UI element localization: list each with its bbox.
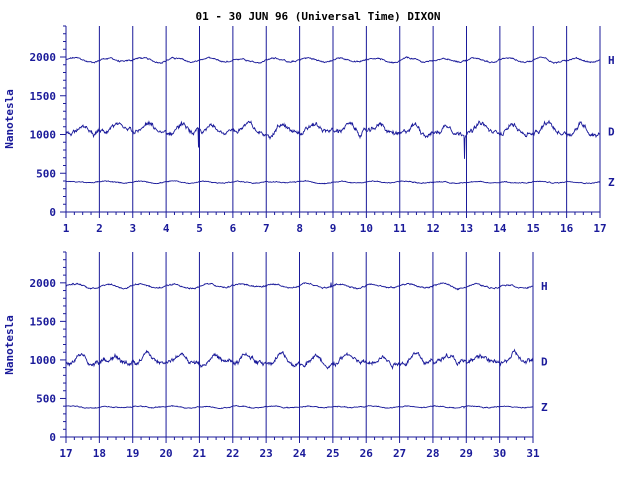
series-label-d: D bbox=[541, 355, 548, 368]
y-tick-label: 0 bbox=[49, 206, 56, 219]
series-line-d bbox=[65, 119, 601, 159]
x-tick-label: 17 bbox=[593, 222, 606, 235]
x-tick-label: 4 bbox=[163, 222, 170, 235]
series-line-h bbox=[65, 56, 601, 64]
x-tick-label: 5 bbox=[196, 222, 203, 235]
series-line-z bbox=[65, 405, 534, 410]
x-tick-label: 11 bbox=[393, 222, 407, 235]
x-tick-label: 21 bbox=[193, 447, 207, 460]
y-tick-label: 0 bbox=[49, 431, 56, 444]
series-label-d: D bbox=[608, 125, 615, 138]
series-label-z: Z bbox=[541, 401, 548, 414]
x-tick-label: 19 bbox=[126, 447, 139, 460]
x-tick-label: 1 bbox=[63, 222, 70, 235]
x-tick-label: 8 bbox=[296, 222, 303, 235]
x-tick-label: 24 bbox=[293, 447, 307, 460]
bottom-panel: 0 500 1000 1500 2000 17 18 19 20 21 22 23 24 25 26 27 28… bbox=[3, 251, 548, 460]
x-tick-label: 29 bbox=[460, 447, 473, 460]
x-tick-label: 18 bbox=[93, 447, 106, 460]
x-tick-label: 16 bbox=[560, 222, 574, 235]
y-tick-label: 1500 bbox=[30, 90, 57, 103]
x-tick-label: 30 bbox=[493, 447, 506, 460]
x-tick-label: 27 bbox=[393, 447, 406, 460]
x-tick-label: 28 bbox=[426, 447, 439, 460]
x-tick-label: 17 bbox=[59, 447, 72, 460]
series-label-h: H bbox=[608, 54, 615, 67]
y-tick-label: 500 bbox=[36, 392, 56, 405]
x-tick-label: 15 bbox=[527, 222, 540, 235]
series-label-z: Z bbox=[608, 176, 615, 189]
y-tick-label: 1000 bbox=[30, 129, 57, 142]
y-tick-label: 2000 bbox=[30, 277, 57, 290]
x-tick-label: 10 bbox=[360, 222, 373, 235]
y-tick-label: 500 bbox=[36, 167, 56, 180]
x-tick-label: 7 bbox=[263, 222, 270, 235]
x-tick-label: 14 bbox=[493, 222, 507, 235]
x-tick-label: 25 bbox=[326, 447, 339, 460]
x-tick-label: 23 bbox=[260, 447, 273, 460]
x-tick-label: 3 bbox=[129, 222, 136, 235]
series-line-h bbox=[65, 282, 534, 291]
x-tick-label: 2 bbox=[96, 222, 103, 235]
series-label-h: H bbox=[541, 280, 548, 293]
series-line-z bbox=[66, 179, 601, 185]
x-tick-label: 13 bbox=[460, 222, 473, 235]
x-tick-label: 20 bbox=[159, 447, 172, 460]
x-tick-label: 22 bbox=[226, 447, 239, 460]
x-tick-label: 26 bbox=[360, 447, 374, 460]
series-line-d bbox=[65, 348, 534, 371]
y-tick-label: 1500 bbox=[30, 315, 57, 328]
x-tick-label: 12 bbox=[427, 222, 440, 235]
y-tick-label: 2000 bbox=[30, 51, 57, 64]
x-tick-label: 6 bbox=[230, 222, 237, 235]
y-axis-label: Nanotesla bbox=[3, 315, 16, 375]
y-tick-label: 1000 bbox=[30, 354, 57, 367]
chart-title: 01 - 30 JUN 96 (Universal Time) DIXON bbox=[195, 10, 440, 23]
y-axis-label: Nanotesla bbox=[3, 89, 16, 149]
x-tick-label: 9 bbox=[330, 222, 337, 235]
x-tick-label: 31 bbox=[526, 447, 540, 460]
